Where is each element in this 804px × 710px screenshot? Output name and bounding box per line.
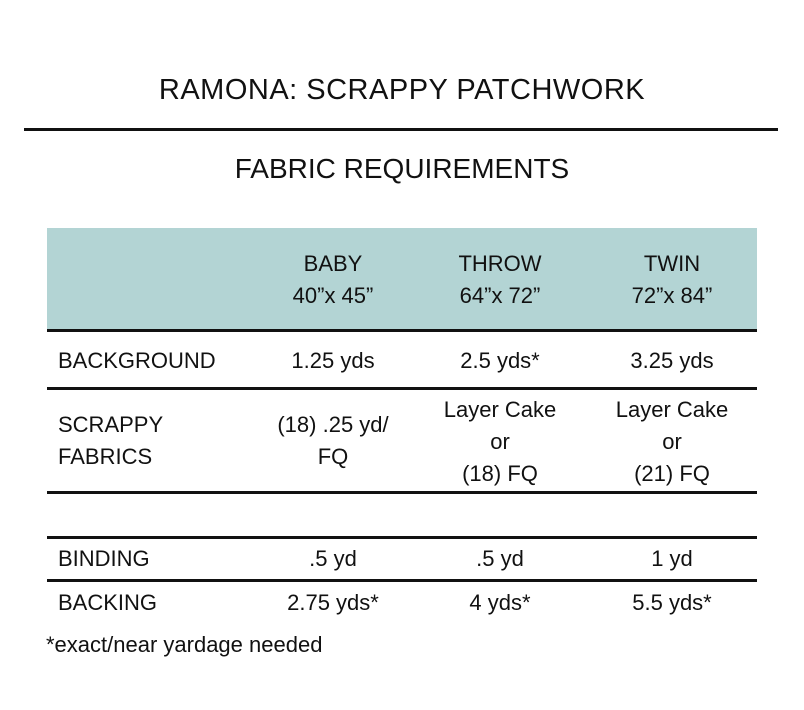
col-header-throw: THROW 64”x 72” bbox=[415, 248, 585, 312]
cell: Layer Cake or (21) FQ bbox=[587, 394, 757, 490]
cell: 1.25 yds bbox=[291, 348, 375, 373]
cell: Layer Cake or (18) FQ bbox=[415, 394, 585, 490]
cell: .5 yd bbox=[309, 546, 357, 571]
label-line: FABRICS bbox=[58, 444, 153, 469]
row-label: BACKGROUND bbox=[58, 348, 216, 373]
col-name: THROW bbox=[458, 251, 542, 276]
cell: 5.5 yds* bbox=[632, 590, 712, 615]
cell-line: (21) FQ bbox=[634, 461, 710, 486]
title-divider bbox=[24, 128, 778, 131]
col-size: 72”x 84” bbox=[631, 283, 713, 308]
row-label: SCRAPPY FABRICS bbox=[58, 409, 163, 473]
col-name: BABY bbox=[303, 251, 363, 276]
cell-line: or bbox=[662, 429, 682, 454]
cell-line: Layer Cake bbox=[615, 397, 729, 422]
row-divider bbox=[47, 491, 757, 494]
cell-line: Layer Cake bbox=[443, 397, 557, 422]
cell: 4 yds* bbox=[469, 590, 531, 615]
row-label: BACKING bbox=[58, 590, 158, 615]
footnote: *exact/near yardage needed bbox=[46, 632, 323, 657]
cell: 2.5 yds* bbox=[460, 348, 540, 373]
row-divider bbox=[47, 579, 757, 582]
cell: 1 yd bbox=[651, 546, 693, 571]
table-header bbox=[47, 228, 757, 329]
cell-line: FQ bbox=[317, 444, 349, 469]
col-size: 40”x 45” bbox=[292, 283, 374, 308]
row-divider bbox=[47, 536, 757, 539]
section-title: FABRIC REQUIREMENTS bbox=[234, 153, 570, 184]
col-name: TWIN bbox=[643, 251, 701, 276]
label-line: SCRAPPY bbox=[58, 412, 164, 437]
row-label: BINDING bbox=[58, 546, 150, 571]
col-header-twin: TWIN 72”x 84” bbox=[587, 248, 757, 312]
page-title: RAMONA: SCRAPPY PATCHWORK bbox=[158, 74, 646, 106]
cell-line: (18) FQ bbox=[462, 461, 538, 486]
cell: .5 yd bbox=[476, 546, 524, 571]
cell-line: or bbox=[490, 429, 510, 454]
cell: 3.25 yds bbox=[630, 348, 714, 373]
row-divider bbox=[47, 387, 757, 390]
cell-line: (18) .25 yd/ bbox=[277, 412, 389, 437]
cell: (18) .25 yd/FQ bbox=[248, 409, 418, 473]
col-size: 64”x 72” bbox=[459, 283, 541, 308]
cell: 2.75 yds* bbox=[287, 590, 379, 615]
row-divider bbox=[47, 329, 757, 332]
col-header-baby: BABY 40”x 45” bbox=[248, 248, 418, 312]
